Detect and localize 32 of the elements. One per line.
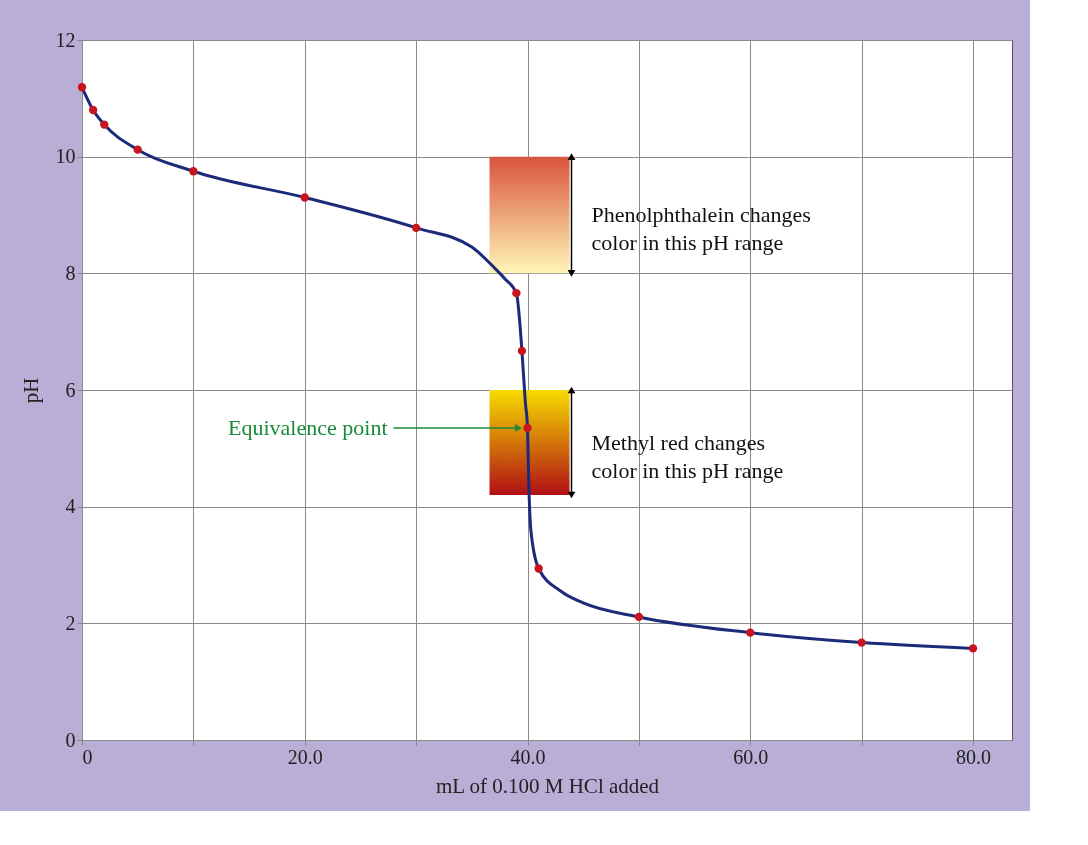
y-tick-label: 12 [55, 28, 76, 51]
x-tick-label: 0 [82, 745, 93, 768]
point [88, 105, 98, 115]
point [411, 223, 421, 233]
y-axis-title: pH [18, 377, 43, 404]
point [133, 145, 142, 154]
point [512, 288, 521, 298]
annotation: Equivalence point [228, 414, 388, 440]
point [77, 83, 87, 92]
y-tick-label: 2 [65, 611, 76, 634]
point [189, 167, 198, 176]
x-tick-label: 20.0 [287, 745, 323, 768]
point [968, 644, 978, 653]
point [857, 638, 866, 647]
y-tick-label: 10 [55, 145, 76, 168]
y-tick-label: 4 [65, 495, 76, 518]
x-tick-label: 40.0 [510, 745, 546, 768]
point [634, 612, 644, 622]
y-tick-label: 6 [65, 378, 76, 401]
point [300, 193, 309, 202]
x-tick-label: 80.0 [956, 745, 992, 768]
x-axis-title: mL of 0.100 M HCl added [435, 773, 660, 798]
point [517, 346, 527, 356]
band-label: Phenolphthalein changes color in this pH range [591, 202, 811, 255]
point [746, 628, 755, 637]
y-tick-label: 0 [65, 728, 76, 751]
point [100, 120, 109, 129]
band-label: Methyl red changes color in this pH range [591, 429, 784, 483]
x-tick-label: 60.0 [733, 745, 769, 768]
point [523, 423, 532, 433]
y-tick-label: 8 [65, 261, 76, 284]
point [534, 564, 543, 573]
